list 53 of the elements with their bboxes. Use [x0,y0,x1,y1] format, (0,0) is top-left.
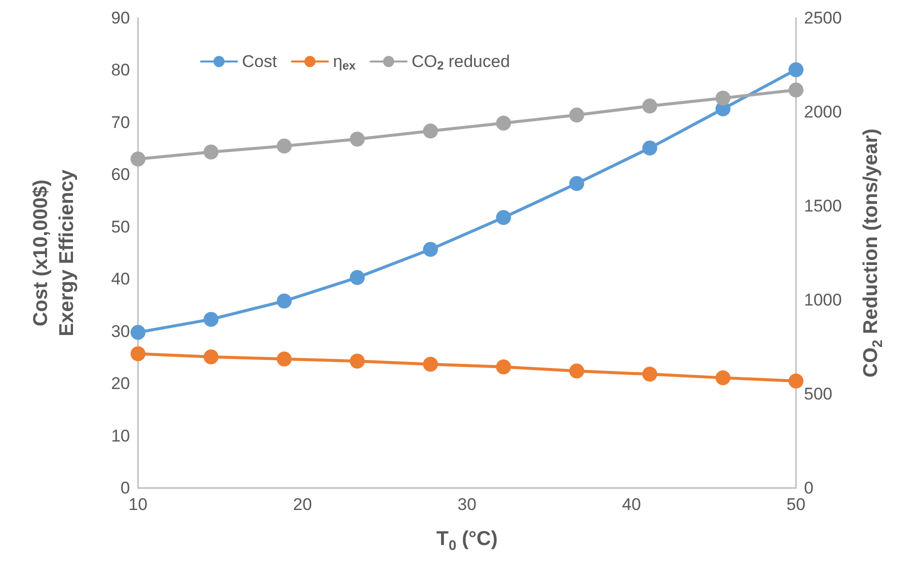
point [350,132,365,147]
x-tick-label: 20 [293,495,312,514]
y2-tick-label: 0 [804,478,814,498]
point [496,359,512,374]
point [715,370,730,386]
point [276,352,292,367]
y-tick-label: 90 [111,8,130,28]
legend-label: Cost [242,52,278,71]
point [422,242,438,257]
y-tick-label: 60 [111,165,130,184]
point [350,354,365,369]
point [422,123,438,138]
y-tick-label: 10 [111,426,130,446]
x-tick-label: 10 [128,495,148,514]
point [642,140,658,156]
y2-axis-title: CO2 Reduction (tons/year) [860,128,885,378]
y2-tick-label: 1000 [804,290,842,310]
y2-tick-label: 500 [804,384,832,404]
point [788,62,804,78]
point [496,210,512,225]
point [130,324,146,340]
point [715,90,730,106]
point [569,176,584,192]
y-tick-label: 0 [120,478,130,498]
point [569,364,584,379]
point [204,312,219,327]
y-tick-label: 80 [111,60,130,80]
point [130,152,146,166]
y-axis-title: Cost (x10,000$) Exergy Efficiency [30,168,78,336]
point [642,98,658,114]
y-tick-label: 20 [111,374,130,394]
point [130,346,146,362]
point [496,116,512,131]
point [276,138,292,154]
y2-tick-label: 1500 [804,196,842,216]
point [204,349,219,364]
y2-tick-label: 2000 [804,102,842,122]
point [204,144,219,160]
x-tick-label: 40 [622,495,641,514]
point [276,294,292,309]
point [422,356,438,372]
y2-tick-label: 2500 [804,8,842,28]
y-tick-label: 40 [111,270,130,289]
x-tick-label: 50 [786,495,806,514]
y-tick-label: 30 [111,322,130,341]
y-tick-label: 70 [111,112,130,132]
x-tick-label: 30 [458,495,476,514]
point [642,366,658,382]
point [788,373,804,388]
y-tick-label: 50 [111,217,130,236]
point [788,82,804,98]
point [350,270,365,286]
point [569,108,584,123]
